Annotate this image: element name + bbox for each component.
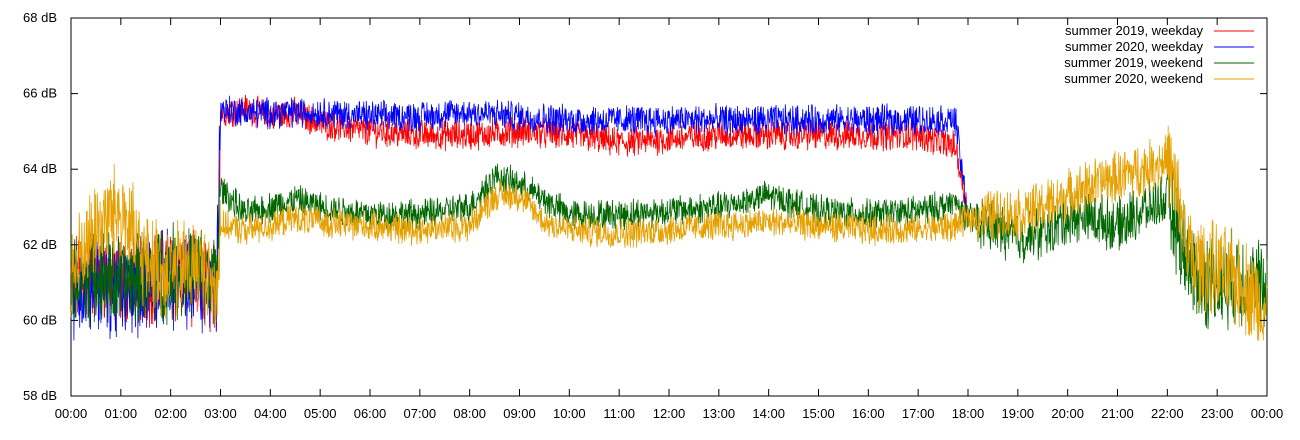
y-tick-label: 60 dB <box>23 312 57 327</box>
x-tick-label: 03:00 <box>204 406 237 421</box>
y-tick-label: 64 dB <box>23 161 57 176</box>
y-tick-label: 66 dB <box>23 86 57 101</box>
series-line <box>70 158 1268 332</box>
x-tick-label: 00:00 <box>1251 406 1284 421</box>
x-tick-label: 04:00 <box>254 406 287 421</box>
x-tick-label: 18:00 <box>952 406 985 421</box>
x-tick-label: 17:00 <box>902 406 935 421</box>
series-layer <box>70 94 1268 341</box>
x-tick-label: 10:00 <box>553 406 586 421</box>
x-tick-label: 22:00 <box>1151 406 1184 421</box>
x-tick-label: 19:00 <box>1002 406 1035 421</box>
x-tick-label: 21:00 <box>1101 406 1134 421</box>
x-tick-label: 23:00 <box>1201 406 1234 421</box>
x-tick-label: 16:00 <box>852 406 885 421</box>
x-tick-label: 05:00 <box>304 406 337 421</box>
x-tick-label: 11:00 <box>603 406 635 421</box>
legend-label: summer 2019, weekday <box>1065 23 1204 38</box>
y-tick-label: 68 dB <box>23 10 57 25</box>
x-tick-label: 00:00 <box>55 406 88 421</box>
x-tick-label: 14:00 <box>752 406 785 421</box>
series-line <box>70 95 971 341</box>
x-tick-label: 20:00 <box>1051 406 1084 421</box>
series-2 <box>70 158 1268 332</box>
x-tick-label: 12:00 <box>653 406 686 421</box>
legend-label: summer 2020, weekday <box>1065 39 1204 54</box>
legend-label: summer 2020, weekend <box>1064 71 1203 86</box>
x-tick-label: 02:00 <box>154 406 187 421</box>
x-tick-label: 09:00 <box>503 406 536 421</box>
legend-label: summer 2019, weekend <box>1064 55 1203 70</box>
x-tick-label: 07:00 <box>404 406 437 421</box>
x-tick-label: 15:00 <box>802 406 835 421</box>
series-3 <box>70 125 1268 341</box>
x-axis: 00:00 01:00 02:00 03:00 04:00 05:00 06:00 07:00… <box>55 18 1284 421</box>
x-tick-label: 08:00 <box>453 406 486 421</box>
y-axis: 58 dB 60 dB 62 dB 64 dB 66 dB 68 dB <box>23 10 1267 403</box>
x-tick-label: 06:00 <box>354 406 387 421</box>
x-tick-label: 13:00 <box>703 406 736 421</box>
y-tick-label: 58 dB <box>23 388 57 403</box>
series-1 <box>70 95 971 341</box>
y-tick-label: 62 dB <box>23 237 57 252</box>
series-line <box>70 125 1268 341</box>
x-tick-label: 01:00 <box>105 406 138 421</box>
